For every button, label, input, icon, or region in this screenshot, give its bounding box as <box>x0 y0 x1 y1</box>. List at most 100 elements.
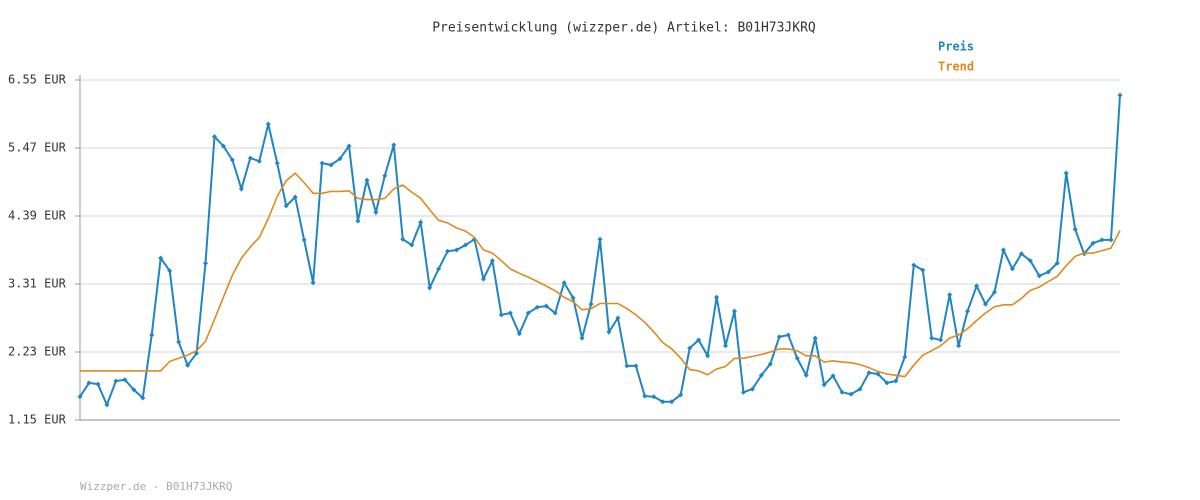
point-marker <box>1117 92 1123 98</box>
point-marker <box>965 308 971 314</box>
point-marker <box>633 363 639 369</box>
point-marker <box>346 143 352 149</box>
point-marker <box>113 378 119 384</box>
point-marker <box>1009 266 1015 272</box>
series-line <box>80 172 1121 378</box>
point-marker <box>498 312 504 318</box>
point-marker <box>427 285 433 291</box>
point-marker <box>391 142 397 148</box>
point-marker <box>570 295 576 301</box>
point-marker <box>848 391 854 397</box>
point-marker <box>1045 269 1051 275</box>
point-marker <box>749 386 755 392</box>
point-marker <box>1108 237 1114 243</box>
point-marker <box>525 310 531 316</box>
point-marker <box>678 392 684 398</box>
point-marker <box>803 372 809 378</box>
series-line <box>79 95 1121 408</box>
chart-title: Preisentwicklung (wizzper.de) Artikel: B… <box>432 21 816 36</box>
point-marker <box>1054 260 1060 266</box>
point-marker <box>893 378 899 384</box>
point-marker <box>355 218 361 224</box>
point-marker <box>283 203 289 209</box>
point-marker <box>140 395 146 401</box>
y-tick-label: 1.15 EUR <box>8 413 67 427</box>
point-marker <box>265 121 271 127</box>
point-marker <box>794 355 800 361</box>
point-marker <box>436 266 442 272</box>
point-marker <box>875 371 881 377</box>
point-marker <box>104 402 110 408</box>
point-marker <box>95 381 101 387</box>
point-marker <box>561 280 567 286</box>
point-marker <box>920 267 926 273</box>
point-marker <box>301 237 307 243</box>
point-marker <box>274 160 280 166</box>
point-marker <box>122 377 128 383</box>
point-marker <box>454 247 460 253</box>
point-marker <box>463 242 469 248</box>
point-marker <box>337 156 343 162</box>
legend-entry: Trend <box>938 60 974 74</box>
point-marker <box>1036 273 1042 279</box>
point-marker <box>812 335 818 341</box>
point-marker <box>983 301 989 307</box>
point-marker <box>167 268 173 274</box>
point-marker <box>731 308 737 314</box>
point-marker <box>364 177 370 183</box>
point-marker <box>445 248 451 254</box>
point-marker <box>158 255 164 261</box>
point-marker <box>714 294 720 300</box>
point-marker <box>624 363 630 369</box>
point-marker <box>696 337 702 343</box>
point-marker <box>938 337 944 343</box>
point-marker <box>176 339 182 345</box>
point-marker <box>480 276 486 282</box>
point-marker <box>229 157 235 163</box>
footer: Wizzper.de - B01H73JKRQ <box>80 480 232 493</box>
legend-entry: Preis <box>938 40 974 54</box>
point-marker <box>974 283 980 289</box>
point-marker <box>669 399 675 405</box>
y-tick-label: 2.23 EUR <box>8 345 67 359</box>
point-marker <box>373 209 379 215</box>
point-marker <box>1099 237 1105 243</box>
point-marker <box>615 315 621 321</box>
point-marker <box>552 310 558 316</box>
point-marker <box>740 389 746 395</box>
point-marker <box>292 194 298 200</box>
point-marker <box>319 160 325 166</box>
point-marker <box>821 382 827 388</box>
point-marker <box>1090 240 1096 246</box>
point-marker <box>947 292 953 298</box>
point-marker <box>1000 247 1006 253</box>
point-marker <box>857 386 863 392</box>
point-marker <box>409 242 415 248</box>
point-marker <box>651 394 657 400</box>
point-marker <box>830 373 836 379</box>
point-marker <box>400 236 406 242</box>
point-marker <box>642 393 648 399</box>
point-marker <box>767 361 773 367</box>
point-marker <box>86 380 92 386</box>
point-marker <box>991 289 997 295</box>
point-marker <box>776 334 782 340</box>
point-marker <box>929 335 935 341</box>
point-marker <box>1063 170 1069 176</box>
point-marker <box>310 280 316 286</box>
point-marker <box>606 329 612 335</box>
point-marker <box>516 331 522 337</box>
point-marker <box>884 380 890 386</box>
point-marker <box>956 343 962 349</box>
point-marker <box>1018 251 1024 257</box>
point-marker <box>328 162 334 168</box>
point-marker <box>203 260 209 266</box>
point-marker <box>418 219 424 225</box>
point-marker <box>758 372 764 378</box>
point-marker <box>911 262 917 268</box>
point-marker <box>149 332 155 338</box>
point-marker <box>1027 258 1033 264</box>
point-marker <box>247 155 253 161</box>
